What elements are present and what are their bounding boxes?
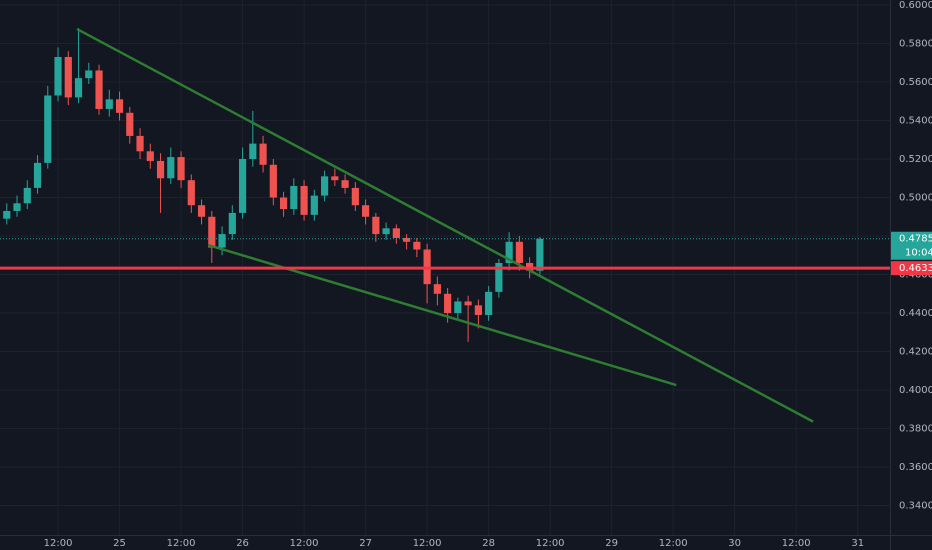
x-tick-label: 12:00 (413, 538, 442, 549)
x-tick-label: 29 (605, 538, 618, 549)
candle-body (259, 143, 267, 165)
candle-body (464, 301, 472, 306)
candle-body (23, 187, 31, 204)
candle-body (249, 143, 257, 160)
candle-body (167, 157, 175, 179)
candle-body (85, 70, 93, 79)
candle-body (515, 241, 523, 263)
candle-body (54, 56, 62, 96)
candle-body (115, 99, 124, 113)
candle-body (146, 151, 154, 161)
candle-body (126, 112, 134, 136)
candle-body (74, 78, 83, 98)
x-tick-label: 12:00 (782, 538, 811, 549)
candle-body (279, 197, 288, 210)
candle-body (156, 160, 165, 179)
candle-body (208, 216, 216, 248)
trend-line (76, 27, 814, 423)
countdown-label: 10:04 (905, 248, 932, 259)
candle-body (197, 205, 206, 217)
candle-body (403, 237, 411, 242)
candle-body (105, 99, 113, 109)
candle-body (485, 291, 493, 315)
candle-body (505, 241, 513, 263)
candle-body (269, 164, 277, 198)
candle-body (95, 70, 103, 109)
candle-body (310, 195, 318, 215)
candle-body (341, 180, 349, 188)
candle-body (495, 262, 503, 292)
last-price-tag (891, 231, 932, 260)
x-tick-label: 26 (236, 538, 249, 549)
level-label: 0.46330 (899, 263, 932, 274)
x-tick-label: 12:00 (44, 538, 73, 549)
x-tick-label: 27 (359, 538, 372, 549)
candle-body (382, 228, 390, 235)
candle-body (33, 162, 42, 188)
candle-body (136, 135, 144, 152)
candle-body (433, 284, 441, 294)
x-tick-label: 12:00 (167, 538, 196, 549)
x-tick-label: 12:00 (659, 538, 688, 549)
candle-body (13, 203, 21, 211)
level-tag (891, 261, 932, 276)
candle-body (331, 176, 339, 181)
x-tick-label: 12:00 (536, 538, 565, 549)
candle-body (444, 293, 452, 314)
candle-body (372, 216, 380, 235)
candle-body (187, 180, 195, 206)
candle-body (392, 228, 400, 238)
x-tick-label: 12:00 (290, 538, 319, 549)
candle-body (413, 241, 421, 250)
last-price-label: 0.47859 (899, 234, 932, 245)
candle-body (351, 187, 359, 206)
y-tick-label: 0.60000 (899, 0, 932, 11)
x-tick-label: 28 (482, 538, 495, 549)
candle-body (454, 301, 462, 314)
candle-body (474, 305, 482, 315)
candle-body (3, 210, 11, 219)
candle-body (44, 95, 52, 163)
candle-body (300, 185, 308, 215)
candle-body (362, 205, 370, 217)
candle-body (320, 176, 329, 196)
candle-body (228, 212, 236, 235)
candle-body (218, 234, 226, 248)
candle-body (64, 56, 72, 98)
x-tick-label: 25 (113, 538, 126, 549)
x-tick-label: 30 (728, 538, 741, 549)
candle-body (238, 159, 247, 213)
candle-body (290, 185, 298, 210)
x-tick-label: 31 (851, 538, 864, 549)
candle-body (177, 157, 185, 181)
candle-body (536, 238, 544, 271)
